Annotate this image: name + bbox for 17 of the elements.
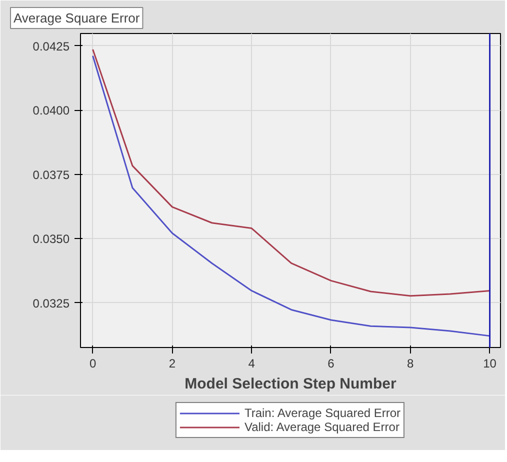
x-tick-label: 0 xyxy=(89,356,96,370)
line-series xyxy=(92,48,491,297)
legend-label: Train: Average Squared Error xyxy=(244,406,401,420)
legend-label: Valid: Average Squared Error xyxy=(244,420,400,434)
y-tick-label: 0.0400 xyxy=(32,104,70,118)
y-tick-label: 0.0350 xyxy=(32,232,70,246)
y-tick-label: 0.0425 xyxy=(32,39,70,54)
y-tick-label: 0.0325 xyxy=(32,296,70,310)
x-tick-label: 4 xyxy=(248,356,256,370)
x-tick-label: 2 xyxy=(168,356,176,370)
line-series xyxy=(92,55,491,337)
y-tick-label: 0.0375 xyxy=(32,168,70,182)
x-axis-title: Model Selection Step Number xyxy=(184,376,397,392)
x-tick-label: 6 xyxy=(328,356,335,370)
x-tick-label: 10 xyxy=(483,356,497,370)
chart-title: Average Square Error xyxy=(14,10,140,26)
x-tick-label: 8 xyxy=(407,356,414,370)
